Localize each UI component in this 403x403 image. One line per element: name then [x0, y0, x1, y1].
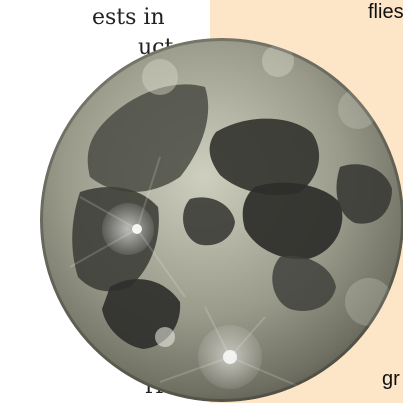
- body-text-line: ests in: [92, 5, 165, 30]
- panel-text-top: flies: [368, 1, 403, 23]
- panel-text-bottom: gr: [382, 368, 400, 390]
- moon-photo: [40, 17, 403, 403]
